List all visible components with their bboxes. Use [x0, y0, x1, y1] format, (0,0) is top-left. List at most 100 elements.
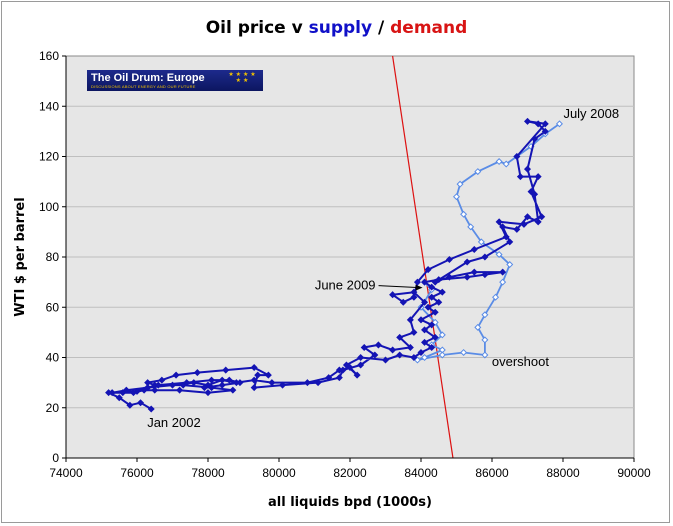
- arrow-head: [415, 284, 423, 291]
- x-tick-label: 88000: [546, 466, 580, 480]
- title-separator: /: [372, 18, 391, 38]
- chart-title: Oil price v supply / demand: [0, 18, 673, 38]
- data-point: [399, 298, 407, 306]
- data-point: [360, 343, 368, 351]
- data-point: [435, 276, 443, 284]
- data-point: [428, 293, 436, 301]
- data-point: [147, 405, 155, 413]
- data-point: [495, 158, 503, 166]
- data-point: [452, 193, 461, 201]
- demand-line: [392, 55, 454, 459]
- data-point: [122, 386, 130, 394]
- annotation-label: overshoot: [492, 354, 549, 369]
- data-point: [516, 173, 524, 181]
- data-point: [158, 376, 166, 384]
- data-point: [406, 316, 414, 324]
- data-point: [431, 278, 439, 286]
- data-point: [513, 152, 521, 161]
- eu-stars-icon: ★ ★ ★ ★ ★ ★: [228, 71, 256, 84]
- data-point: [463, 273, 471, 281]
- data-point: [108, 389, 116, 397]
- data-point: [502, 233, 510, 241]
- x-tick-label: 76000: [120, 466, 154, 480]
- axes: 0 20 40 60 80 100 120 140 160 74000 76000 78000 8000…: [39, 49, 651, 480]
- data-point: [250, 376, 258, 384]
- data-point: [506, 261, 514, 269]
- data-point: [183, 379, 191, 387]
- data-point: [555, 120, 563, 128]
- data-point: [481, 271, 489, 279]
- data-point: [342, 361, 350, 369]
- data-point: [406, 343, 414, 351]
- y-tick-label: 60: [46, 300, 60, 314]
- data-point: [467, 223, 475, 231]
- data-point: [236, 379, 244, 387]
- data-point: [410, 293, 418, 301]
- y-tick-label: 20: [46, 401, 60, 415]
- data-point: [499, 268, 507, 276]
- data-point: [470, 268, 478, 276]
- data-point: [168, 381, 177, 389]
- data-point: [381, 356, 390, 364]
- data-point: [250, 384, 258, 392]
- demand-line-group: [392, 55, 454, 459]
- data-point: [499, 223, 507, 231]
- data-point: [389, 291, 397, 299]
- data-point: [445, 256, 453, 264]
- y-tick-label: 160: [39, 49, 59, 63]
- data-point: [431, 308, 439, 316]
- logo-subtitle: DISCUSSIONS ABOUT ENERGY AND OUR FUTURE: [91, 84, 196, 89]
- data-point: [435, 298, 443, 306]
- data-point: [481, 336, 489, 344]
- x-tick-label: 74000: [49, 466, 83, 480]
- data-point: [481, 311, 489, 319]
- y-tick-label: 100: [39, 200, 59, 214]
- data-point: [474, 323, 482, 331]
- data-point: [374, 341, 382, 349]
- data-point: [279, 381, 287, 389]
- data-point: [389, 346, 397, 354]
- data-point: [410, 328, 418, 336]
- data-point: [492, 293, 500, 301]
- data-point: [460, 348, 468, 356]
- data-point: [314, 379, 322, 387]
- data-point: [438, 351, 446, 359]
- data-point: [431, 318, 439, 326]
- data-point: [531, 135, 539, 143]
- data-point: [463, 258, 471, 266]
- series-group: [105, 117, 563, 413]
- data-point: [523, 165, 532, 173]
- title-main: Oil price v: [205, 18, 309, 38]
- data-point: [335, 374, 343, 382]
- data-point: [357, 361, 365, 369]
- data-point: [410, 288, 418, 296]
- data-point: [190, 379, 198, 387]
- y-axis-title: WTI $ per barrel: [13, 197, 28, 316]
- data-point: [421, 353, 429, 362]
- data-point: [200, 384, 208, 392]
- data-point: [151, 386, 159, 394]
- data-point: [438, 331, 446, 339]
- data-point: [126, 401, 134, 409]
- x-tick-label: 78000: [191, 466, 225, 480]
- data-point: [513, 225, 521, 233]
- data-point: [477, 238, 485, 246]
- y-tick-label: 140: [39, 99, 59, 113]
- data-point: [541, 127, 549, 135]
- title-supply: supply: [308, 18, 373, 38]
- gridlines: [66, 105, 634, 409]
- data-point: [303, 379, 311, 387]
- data-point: [264, 371, 272, 379]
- data-point: [115, 394, 123, 402]
- data-point: [538, 213, 546, 221]
- annotation-label: June 2009: [315, 278, 376, 293]
- data-point: [396, 333, 404, 341]
- data-point: [481, 253, 489, 261]
- data-point: [456, 180, 464, 188]
- data-point: [129, 389, 137, 397]
- x-tick-label: 90000: [617, 466, 651, 480]
- data-point: [506, 238, 514, 246]
- logo-title: The Oil Drum: Europe: [91, 72, 205, 84]
- data-point: [470, 245, 478, 253]
